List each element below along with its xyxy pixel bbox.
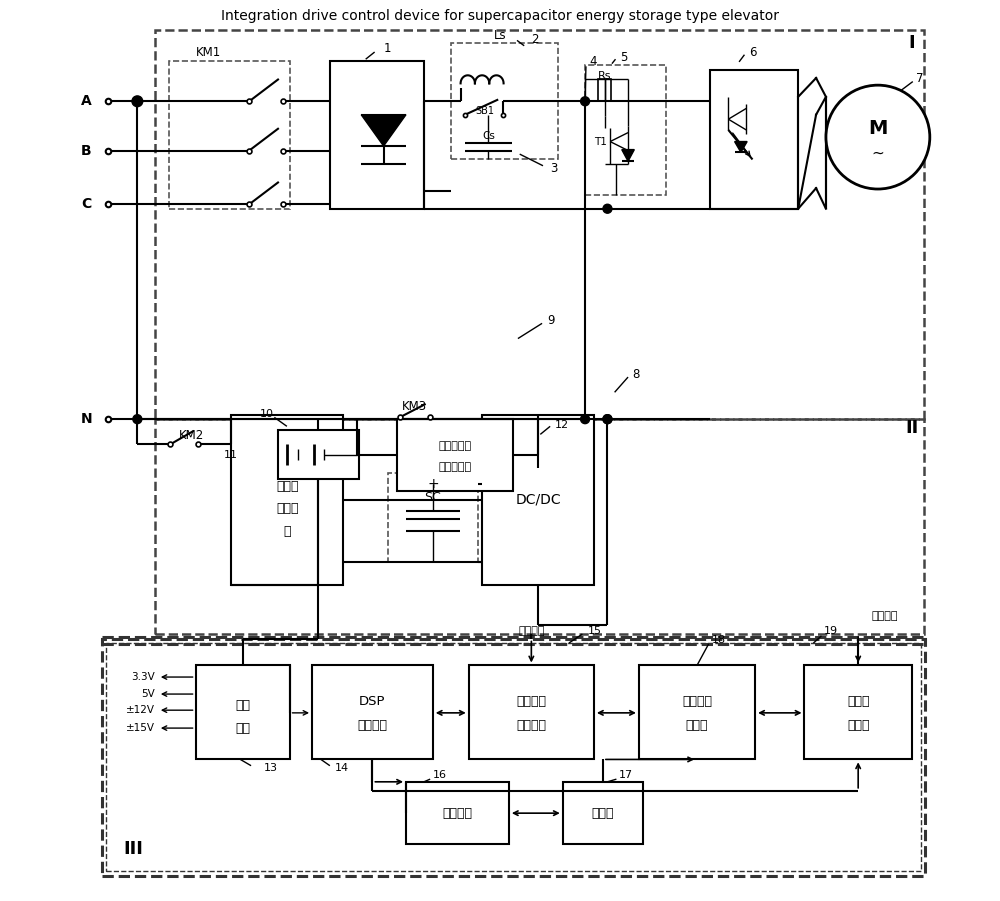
Bar — [102, 639, 925, 876]
Text: 6: 6 — [749, 46, 756, 59]
Text: 隔离驱: 隔离驱 — [847, 695, 869, 707]
Text: 显示及报: 显示及报 — [682, 695, 712, 707]
Text: 14: 14 — [334, 763, 348, 773]
Circle shape — [581, 96, 590, 105]
Text: M: M — [868, 119, 888, 138]
Text: 10: 10 — [260, 409, 274, 419]
Circle shape — [603, 414, 612, 423]
Text: 通信电路: 通信电路 — [442, 806, 472, 820]
Text: II: II — [905, 419, 919, 437]
Text: KM1: KM1 — [196, 46, 222, 59]
Text: 4: 4 — [590, 55, 597, 68]
Circle shape — [603, 414, 612, 423]
Text: Cs: Cs — [482, 132, 495, 141]
Text: T1: T1 — [594, 137, 607, 147]
Bar — [155, 30, 924, 419]
Text: 路: 路 — [284, 524, 291, 538]
Text: 控制信号: 控制信号 — [872, 611, 898, 621]
Text: DC/DC: DC/DC — [515, 493, 561, 506]
Bar — [169, 61, 290, 209]
Text: ±12V: ±12V — [126, 705, 155, 715]
Text: 8: 8 — [633, 368, 640, 381]
Bar — [330, 61, 424, 209]
Text: 17: 17 — [619, 769, 633, 779]
Bar — [585, 66, 666, 196]
Text: 12: 12 — [555, 420, 569, 430]
Text: +: + — [427, 477, 439, 491]
Text: 7: 7 — [916, 72, 924, 86]
Text: KM3: KM3 — [402, 400, 427, 414]
Text: 2: 2 — [531, 33, 539, 46]
Bar — [106, 643, 921, 871]
Circle shape — [132, 96, 143, 106]
Circle shape — [581, 414, 590, 423]
Text: 蓄电池: 蓄电池 — [276, 480, 299, 493]
Text: 采样信号: 采样信号 — [518, 626, 545, 636]
Bar — [231, 414, 343, 585]
Text: 动电路: 动电路 — [847, 719, 869, 732]
Text: KM2: KM2 — [178, 429, 204, 441]
Text: SC: SC — [424, 491, 441, 505]
Text: 调理电路: 调理电路 — [516, 719, 546, 732]
Text: C: C — [81, 197, 91, 211]
Bar — [563, 782, 643, 844]
Circle shape — [133, 414, 142, 423]
Text: 9: 9 — [547, 314, 555, 327]
Text: DSP: DSP — [359, 695, 386, 707]
Text: 13: 13 — [264, 763, 278, 773]
Bar — [598, 79, 611, 101]
Text: 电路: 电路 — [235, 722, 250, 734]
Bar — [406, 782, 509, 844]
Bar — [278, 430, 359, 479]
Text: 3.3V: 3.3V — [132, 672, 155, 682]
Text: Integration drive control device for supercapacitor energy storage type elevator: Integration drive control device for sup… — [221, 9, 779, 23]
Bar — [482, 414, 594, 585]
Text: B: B — [81, 143, 92, 158]
Circle shape — [826, 86, 930, 189]
Text: Rs: Rs — [598, 71, 612, 81]
Bar — [639, 666, 755, 760]
Bar — [397, 419, 513, 491]
Text: N: N — [80, 412, 92, 426]
Text: ~: ~ — [872, 146, 884, 160]
Text: 3: 3 — [550, 162, 558, 175]
Text: Ls: Ls — [494, 30, 506, 42]
Text: 15: 15 — [588, 626, 602, 636]
Text: I: I — [909, 34, 915, 52]
Bar — [312, 666, 433, 760]
Bar — [804, 666, 912, 760]
Text: 信号采样: 信号采样 — [516, 695, 546, 707]
Text: 照明、风扇: 照明、风扇 — [439, 441, 472, 451]
Bar — [469, 666, 594, 760]
Text: 5V: 5V — [142, 689, 155, 699]
Text: 管理电: 管理电 — [276, 502, 299, 515]
Text: 11: 11 — [224, 450, 238, 460]
Text: 上位机: 上位机 — [592, 806, 614, 820]
Text: SB1: SB1 — [475, 106, 494, 116]
Text: 控制模块: 控制模块 — [357, 719, 387, 732]
Bar — [388, 473, 478, 562]
Text: 用电设备等: 用电设备等 — [439, 461, 472, 471]
Text: 5: 5 — [620, 50, 627, 64]
Text: 警电路: 警电路 — [686, 719, 708, 732]
Bar — [710, 70, 798, 209]
Polygon shape — [622, 150, 634, 161]
Bar — [196, 666, 290, 760]
Text: 18: 18 — [712, 635, 726, 645]
Text: A: A — [81, 95, 92, 108]
Text: 电源: 电源 — [235, 699, 250, 712]
Text: ±15V: ±15V — [126, 724, 155, 733]
Polygon shape — [735, 141, 747, 152]
Text: 19: 19 — [824, 626, 838, 636]
Bar — [451, 43, 558, 159]
Bar — [155, 419, 924, 634]
Text: 1: 1 — [384, 42, 391, 55]
Polygon shape — [361, 114, 406, 146]
Text: 16: 16 — [433, 769, 447, 779]
Circle shape — [603, 205, 612, 214]
Text: III: III — [123, 840, 143, 858]
